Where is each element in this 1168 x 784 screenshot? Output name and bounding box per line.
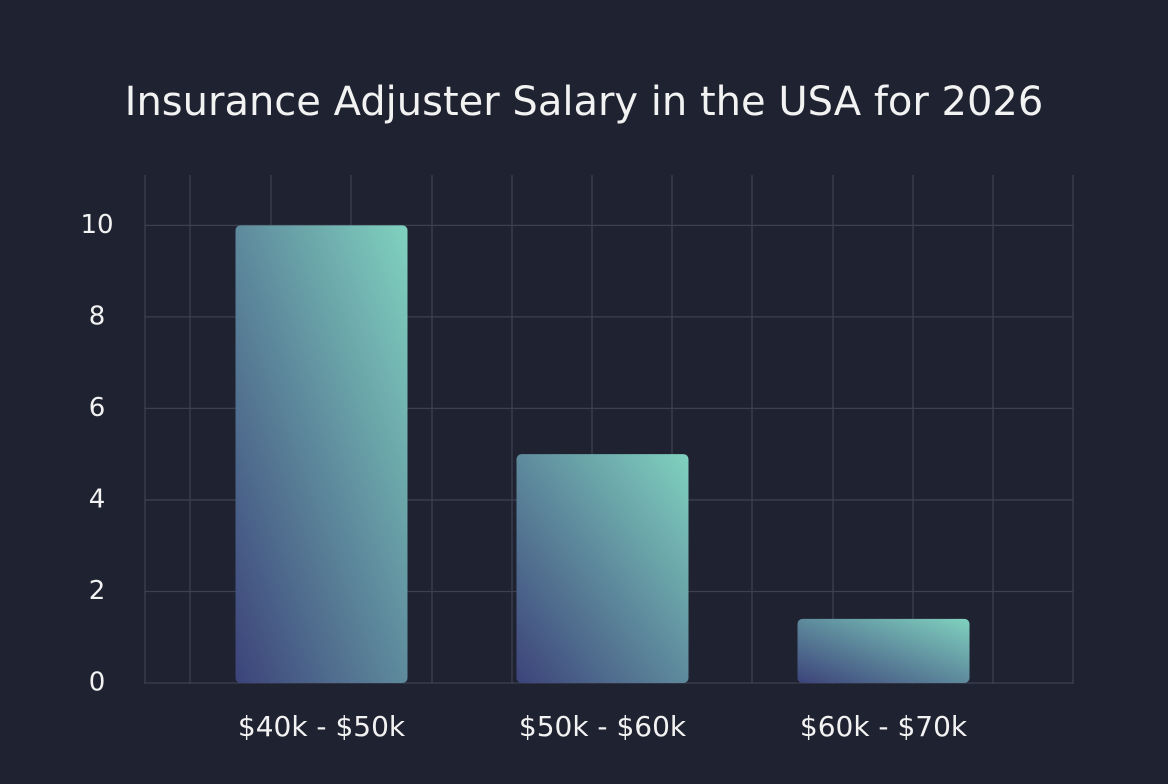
chart-title: Insurance Adjuster Salary in the USA for… xyxy=(125,79,1044,125)
y-tick-label: 4 xyxy=(89,484,106,514)
bar xyxy=(235,225,408,683)
y-tick-label: 6 xyxy=(89,393,106,423)
y-tick-label: 2 xyxy=(89,576,106,606)
x-tick-label: $40k - $50k xyxy=(238,710,406,743)
bar xyxy=(516,454,689,683)
y-tick-label: 10 xyxy=(80,210,113,240)
y-tick-label: 8 xyxy=(89,301,106,331)
x-tick-label: $50k - $60k xyxy=(519,710,687,743)
bar xyxy=(797,618,970,683)
y-tick-label: 0 xyxy=(89,668,106,698)
x-tick-label: $60k - $70k xyxy=(800,710,968,743)
